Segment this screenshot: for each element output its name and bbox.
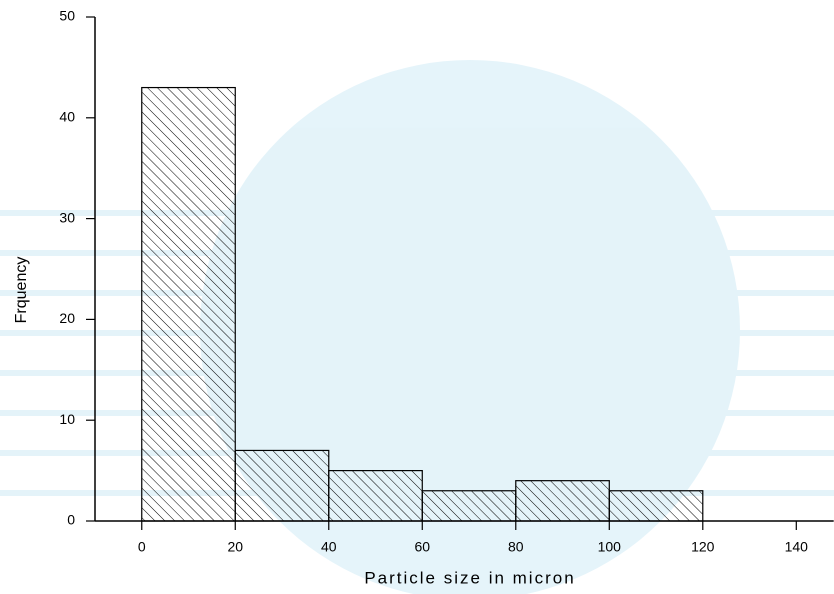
x-tick-label: 60 — [414, 539, 430, 555]
x-tick-label: 0 — [138, 539, 146, 555]
bar — [328, 470, 423, 522]
y-tick-label: 50 — [59, 8, 75, 24]
y-tick-label: 40 — [59, 109, 75, 125]
bar — [234, 449, 330, 522]
bar — [141, 86, 236, 522]
x-tick-label: 20 — [227, 539, 243, 555]
bar — [515, 480, 610, 522]
bar — [421, 490, 517, 522]
x-tick-label: 80 — [508, 539, 524, 555]
y-tick-label: 10 — [59, 411, 75, 427]
y-tick-label: 30 — [59, 209, 75, 225]
x-tick-label: 100 — [598, 539, 622, 555]
x-tick-label: 140 — [785, 539, 809, 555]
bar — [608, 490, 704, 522]
x-axis-label: Particle size in micron — [364, 568, 575, 587]
y-tick-label: 20 — [59, 310, 75, 326]
x-tick-label: 120 — [691, 539, 715, 555]
y-axis-label: Frquency — [13, 257, 30, 324]
y-tick-label: 0 — [67, 512, 75, 528]
x-tick-label: 40 — [321, 539, 337, 555]
